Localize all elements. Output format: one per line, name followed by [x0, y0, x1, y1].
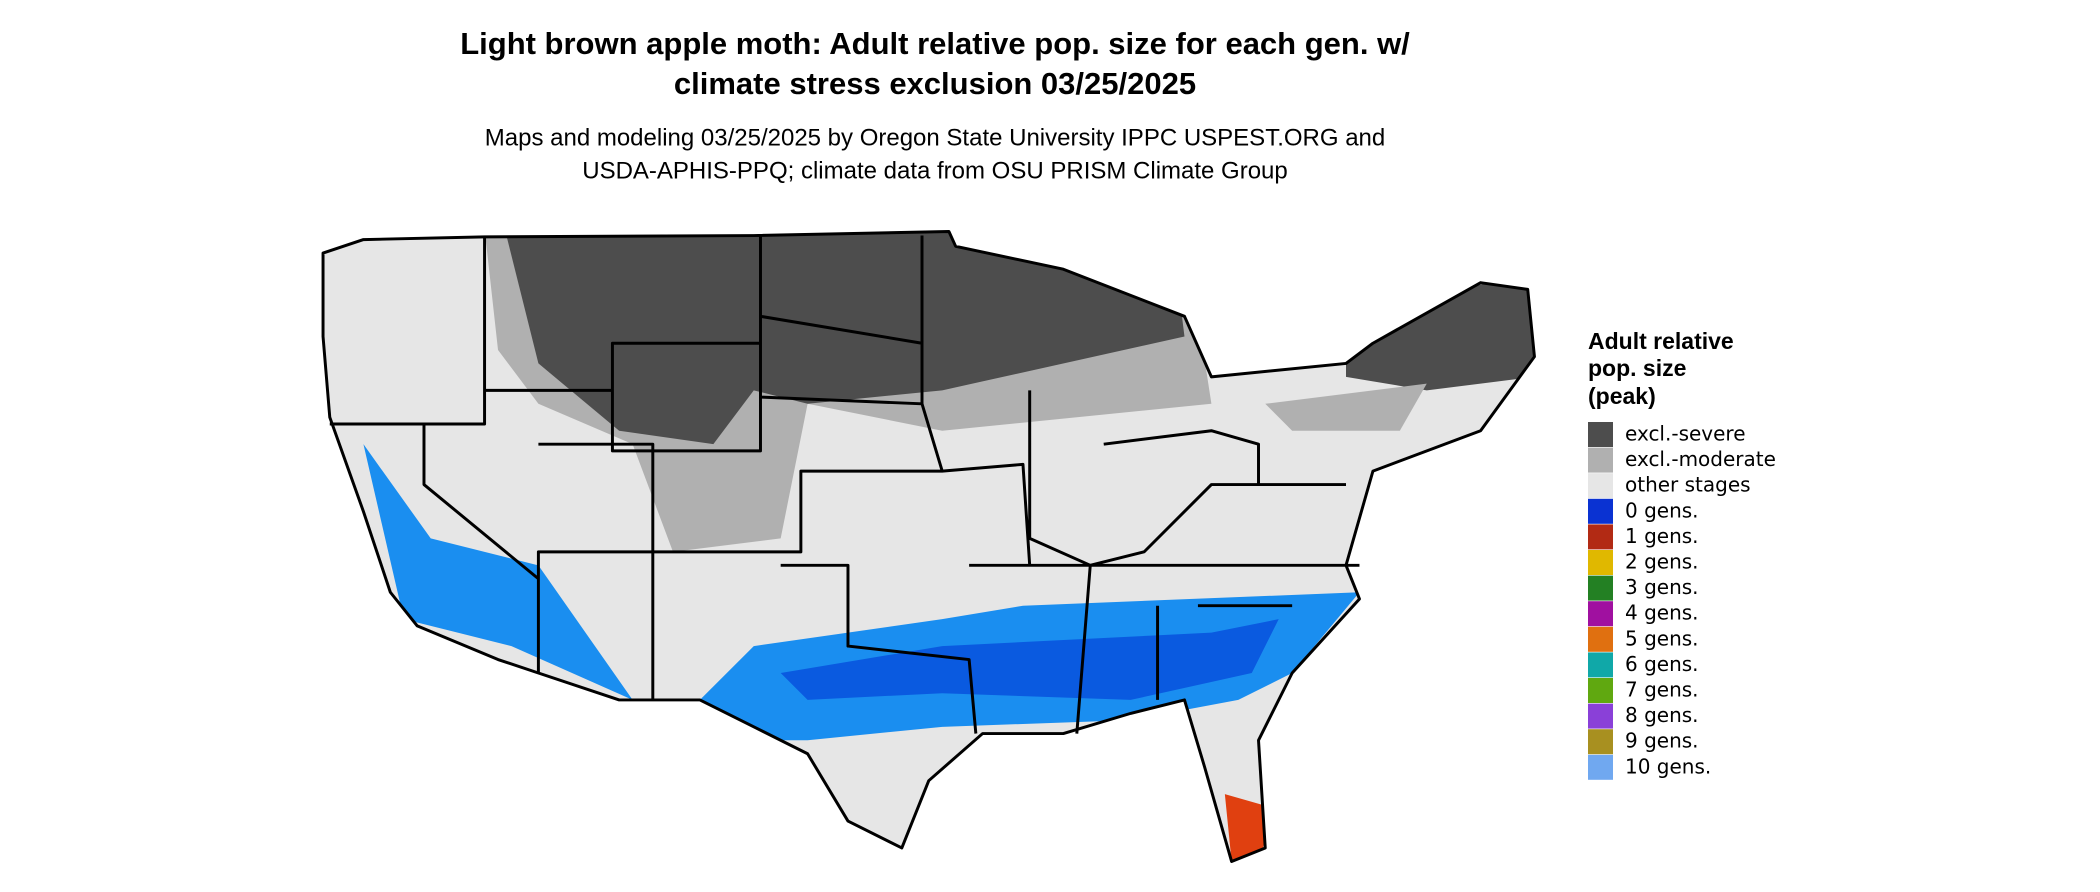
map [321, 230, 1536, 863]
legend-swatch [1588, 447, 1613, 473]
legend-swatch [1588, 550, 1613, 575]
legend-label: 10 gens. [1625, 754, 1711, 778]
legend-label: 2 gens. [1625, 550, 1699, 574]
legend-swatch [1588, 524, 1613, 550]
legend-label: excl.-severe [1625, 422, 1746, 446]
legend-swatch [1588, 754, 1613, 780]
legend-label: 5 gens. [1625, 626, 1699, 650]
legend-swatch [1588, 652, 1613, 678]
legend-label: 9 gens. [1625, 729, 1699, 753]
title-line: Light brown apple moth: Adult relative p… [460, 26, 1410, 61]
legend-swatch [1588, 678, 1613, 703]
legend-swatch [1588, 473, 1613, 499]
legend-swatch [1588, 703, 1613, 729]
legend-label: 4 gens. [1625, 601, 1699, 625]
legend-title: (peak) [1588, 383, 1656, 409]
subtitle-line: Maps and modeling 03/25/2025 by Oregon S… [485, 124, 1385, 151]
legend-swatch [1588, 626, 1613, 652]
legend-swatch [1588, 498, 1613, 524]
legend-label: excl.-moderate [1625, 447, 1776, 471]
legend-swatch [1588, 422, 1613, 447]
legend-label: 8 gens. [1625, 703, 1699, 727]
legend-swatch [1588, 575, 1613, 601]
legend-swatch [1588, 601, 1613, 627]
title-line: climate stress exclusion 03/25/2025 [674, 66, 1196, 101]
legend-title: Adult relative [1588, 328, 1734, 354]
legend-label: 0 gens. [1625, 498, 1699, 522]
legend-label: other stages [1625, 473, 1751, 497]
legend-label: 3 gens. [1625, 575, 1699, 599]
legend-label: 6 gens. [1625, 652, 1699, 676]
legend-label: 1 gens. [1625, 524, 1699, 548]
legend-label: 7 gens. [1625, 678, 1699, 702]
subtitle-line: USDA-APHIS-PPQ; climate data from OSU PR… [582, 157, 1288, 184]
legend-swatch [1588, 729, 1613, 755]
legend-title: pop. size [1588, 355, 1686, 381]
legend: Adult relative pop. size (peak) excl.-se… [1588, 328, 1776, 780]
